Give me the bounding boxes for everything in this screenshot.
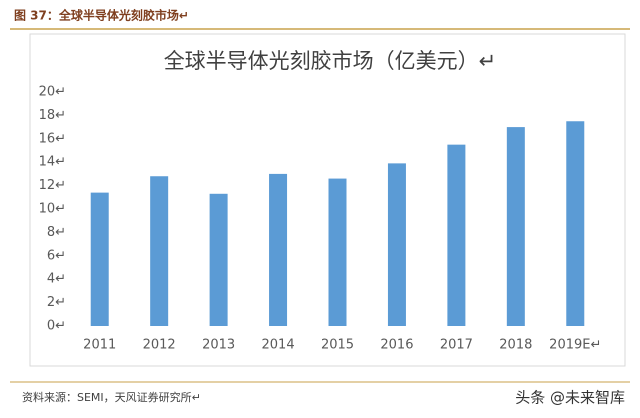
bar — [506, 127, 525, 326]
x-tick-label: 2019E↵ — [549, 338, 601, 353]
x-tick-label: 2018 — [499, 338, 532, 353]
y-tick-label: 14↵ — [39, 155, 66, 170]
y-tick-label: 0↵ — [47, 319, 66, 334]
bar — [447, 144, 466, 326]
plot: 0↵ 2↵ 4↵ 6↵ 8↵ 10↵ 12↵ 14↵ 16↵ 18↵ 20↵ 2011 2012 2013… — [39, 85, 602, 353]
bar — [209, 193, 228, 326]
y-tick-label: 2↵ — [47, 295, 66, 310]
x-tick-label: 2012 — [143, 338, 176, 353]
y-tick-label: 4↵ — [47, 272, 66, 287]
bar — [328, 178, 347, 326]
y-tick-label: 6↵ — [47, 248, 66, 263]
y-tick-label: 10↵ — [39, 202, 66, 217]
bar — [269, 173, 288, 326]
x-tick-label: 2011 — [83, 338, 116, 353]
watermark: 头条 @未来智库 — [515, 389, 625, 407]
bar — [387, 163, 406, 326]
bar — [90, 192, 109, 326]
x-tick-label: 2015 — [321, 338, 354, 353]
y-tick-label: 20↵ — [39, 85, 66, 100]
x-tick-label: 2017 — [440, 338, 473, 353]
source-note: 资料来源：SEMI，天风证券研究所↵ — [22, 390, 201, 404]
x-tick-label: 2016 — [380, 338, 413, 353]
y-tick-label: 16↵ — [39, 131, 66, 146]
x-tick-label: 2013 — [202, 338, 235, 353]
chart-frame — [29, 33, 626, 367]
bar — [150, 176, 169, 326]
y-tick-label: 12↵ — [39, 178, 66, 193]
figure-caption: 图 37：全球半导体光刻胶市场↵ — [14, 8, 189, 23]
y-tick-label: 8↵ — [47, 225, 66, 240]
bar — [566, 121, 585, 326]
y-tick-label: 18↵ — [39, 108, 66, 123]
x-tick-label: 2014 — [262, 338, 295, 353]
chart-title: 全球半导体光刻胶市场（亿美元）↵ — [164, 49, 497, 73]
